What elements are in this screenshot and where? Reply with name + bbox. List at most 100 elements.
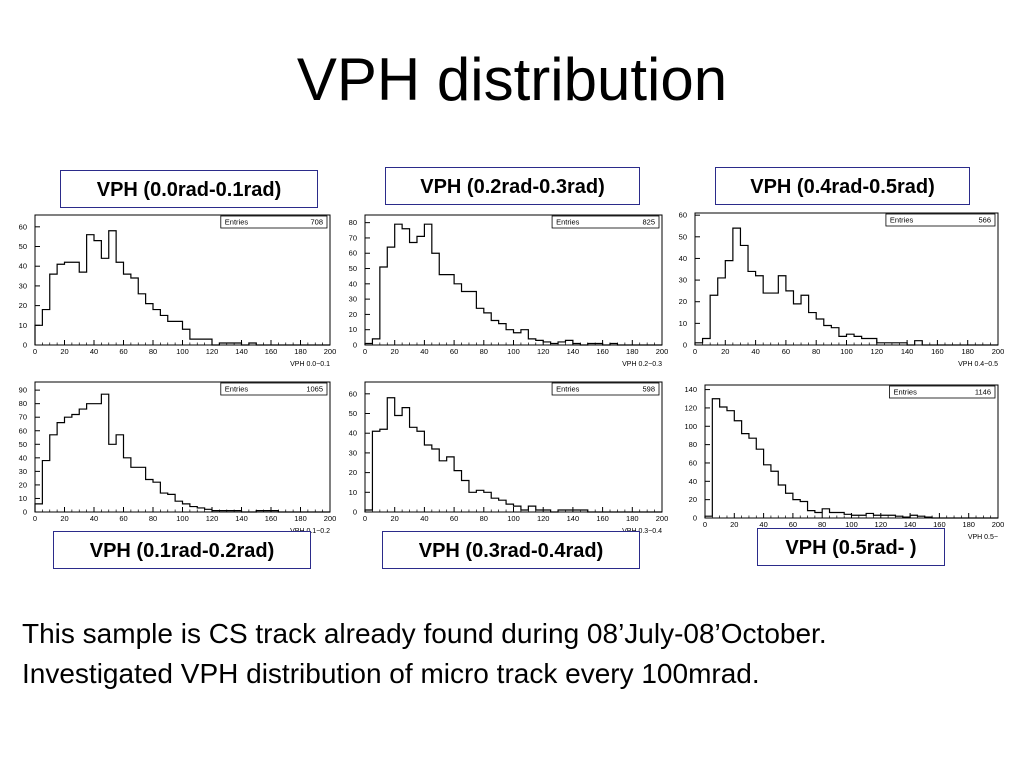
histogram-bin (720, 407, 727, 518)
x-tick-label: 140 (567, 514, 580, 523)
histogram-line (364, 223, 662, 346)
x-tick-label: 80 (149, 347, 157, 356)
y-tick-label: 50 (679, 232, 687, 241)
y-tick-label: 60 (679, 211, 687, 220)
x-tick-label: 80 (818, 520, 826, 529)
x-tick-label: 60 (782, 347, 790, 356)
x-tick-label: 40 (420, 347, 428, 356)
y-tick-label: 40 (689, 477, 697, 486)
plot-frame (34, 381, 331, 513)
histogram-bin (917, 516, 924, 518)
stats-box (220, 215, 328, 229)
plot-frame (364, 381, 663, 513)
x-tick-label: 80 (480, 347, 488, 356)
stats-entries-label: Entries (556, 218, 580, 227)
x-tick-label: 100 (507, 514, 520, 523)
x-tick-label: 140 (904, 520, 917, 529)
x-tick-label: 0 (33, 514, 37, 523)
histogram-title: VPH 0.4−0.5 (958, 361, 998, 368)
label-0-1rad: VPH (0.0rad-0.1rad) (60, 170, 318, 208)
x-tick-label: 100 (176, 347, 189, 356)
histogram-title: VPH 0.0−0.1 (290, 361, 330, 368)
histogram-bin (852, 515, 859, 518)
x-tick-label: 140 (901, 347, 914, 356)
x-tick-label: 180 (626, 347, 639, 356)
x-tick-label: 120 (871, 347, 884, 356)
y-tick-label: 80 (19, 399, 27, 408)
histogram-bin (800, 501, 807, 518)
stats-box (551, 382, 660, 396)
x-tick-label: 200 (992, 520, 1005, 529)
x-tick-label: 200 (656, 514, 669, 523)
y-tick-label: 80 (689, 440, 697, 449)
histogram-bin (895, 516, 902, 518)
x-tick-label: 0 (33, 347, 37, 356)
x-tick-label: 200 (324, 347, 337, 356)
y-tick-label: 10 (349, 488, 357, 497)
y-tick-label: 10 (19, 321, 27, 330)
y-tick-label: 0 (23, 508, 27, 517)
histogram-bin (888, 515, 895, 518)
x-tick-label: 120 (875, 520, 888, 529)
x-tick-label: 60 (450, 514, 458, 523)
histogram-line (364, 397, 662, 513)
x-tick-label: 200 (992, 347, 1005, 356)
x-tick-label: 120 (206, 514, 219, 523)
description: This sample is CS track already found du… (22, 614, 827, 694)
histogram-bin (815, 512, 822, 518)
y-tick-label: 50 (19, 242, 27, 251)
x-tick-label: 80 (480, 514, 488, 523)
label-4-5rad: VPH (0.4rad-0.5rad) (715, 167, 970, 205)
y-tick-label: 30 (679, 276, 687, 285)
histogram-bin (712, 399, 719, 518)
x-tick-label: 40 (90, 514, 98, 523)
histogram-bin (734, 421, 741, 518)
x-tick-label: 160 (933, 520, 946, 529)
stats-entries-value: 1065 (306, 385, 323, 394)
histogram-bin (859, 515, 866, 518)
histogram-line (704, 398, 998, 519)
x-tick-label: 100 (507, 347, 520, 356)
x-tick-label: 140 (235, 347, 248, 356)
label-1-2rad: VPH (0.1rad-0.2rad) (53, 531, 311, 569)
plot-frame (694, 212, 999, 346)
stats-entries-label: Entries (225, 385, 249, 394)
stats-box (220, 382, 328, 396)
y-tick-label: 70 (19, 413, 27, 422)
description-line-2: Investigated VPH distribution of micro t… (22, 658, 760, 689)
x-tick-label: 60 (789, 520, 797, 529)
x-tick-label: 80 (149, 514, 157, 523)
histogram-bin (910, 515, 917, 518)
histogram-bin (873, 515, 880, 518)
histogram-bin (830, 512, 837, 518)
stats-entries-value: 708 (310, 218, 323, 227)
x-tick-label: 20 (391, 347, 399, 356)
histogram-line (34, 393, 330, 513)
stats-entries-label: Entries (894, 388, 918, 397)
x-tick-label: 180 (294, 514, 307, 523)
stats-box (885, 213, 996, 227)
x-tick-label: 20 (391, 514, 399, 523)
stats-entries-label: Entries (890, 216, 914, 225)
y-tick-label: 20 (19, 480, 27, 489)
x-tick-label: 100 (840, 347, 853, 356)
y-tick-label: 60 (19, 426, 27, 435)
stats-entries-label: Entries (556, 385, 580, 394)
label-3-4rad: VPH (0.3rad-0.4rad) (382, 531, 640, 569)
histogram-bin (793, 500, 800, 518)
x-tick-label: 160 (596, 347, 609, 356)
y-tick-label: 30 (19, 281, 27, 290)
histogram-title: VPH 0.5− (968, 534, 998, 541)
stats-entries-value: 566 (978, 216, 991, 225)
x-tick-label: 60 (119, 514, 127, 523)
y-tick-label: 80 (349, 218, 357, 227)
x-tick-label: 20 (60, 347, 68, 356)
y-tick-label: 0 (693, 514, 697, 523)
y-tick-label: 40 (349, 429, 357, 438)
y-tick-label: 30 (19, 467, 27, 476)
x-tick-label: 160 (265, 514, 278, 523)
y-tick-label: 60 (19, 222, 27, 231)
